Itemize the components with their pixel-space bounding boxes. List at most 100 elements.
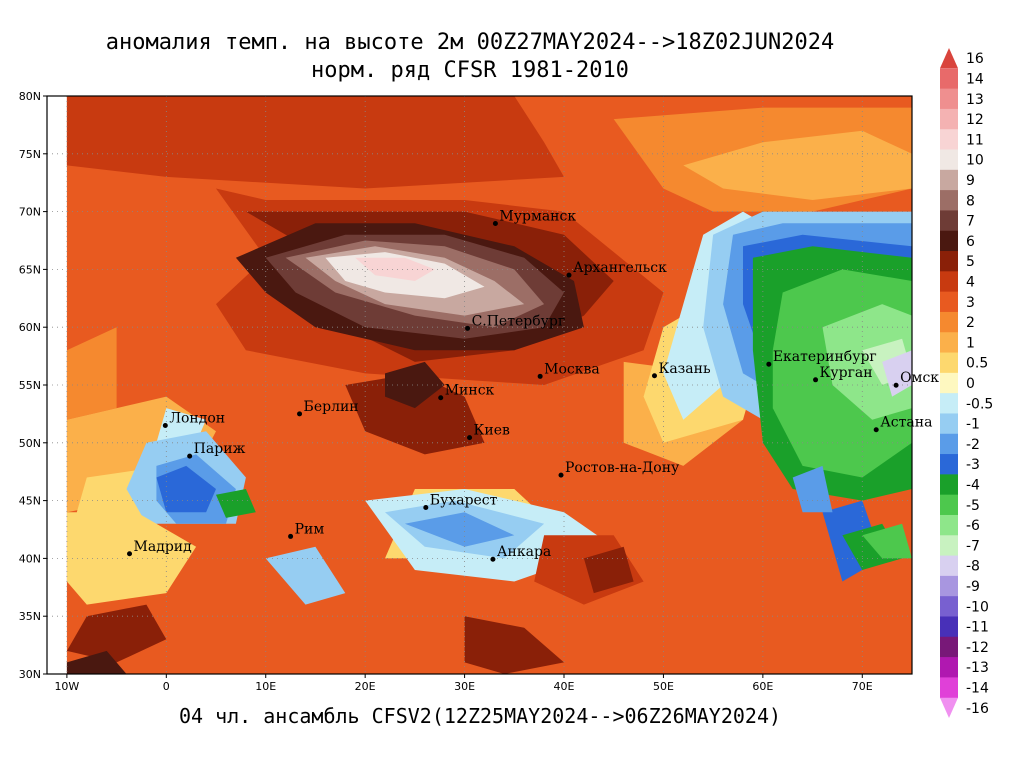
latitude-label: 40N bbox=[19, 552, 41, 565]
colorbar-label: 6 bbox=[966, 234, 975, 250]
axis-ticks bbox=[43, 95, 863, 678]
colorbar-swatch bbox=[940, 68, 958, 90]
anomaly-region bbox=[66, 604, 167, 663]
latitude-label: 50N bbox=[19, 437, 41, 450]
colorbar-swatch bbox=[940, 636, 958, 658]
city-dot bbox=[423, 505, 429, 511]
colorbar-swatch bbox=[940, 190, 958, 211]
colorbar-label: 5 bbox=[966, 254, 975, 270]
city-label: Анкара bbox=[497, 544, 551, 560]
colorbar-label: -7 bbox=[966, 538, 980, 554]
colorbar-label: -10 bbox=[966, 599, 989, 615]
city-dot bbox=[766, 361, 772, 367]
latitude-label: 55N bbox=[19, 379, 41, 392]
anomaly-region bbox=[583, 546, 634, 594]
city-dot bbox=[127, 551, 133, 557]
colorbar-label: 16 bbox=[966, 51, 984, 67]
colorbar-label: -13 bbox=[966, 660, 989, 676]
latitude-labels: 80N 75N 70N 65N 60N 55N 50N 45N 40N 35N 30N bbox=[19, 90, 41, 681]
city-label: Москва bbox=[544, 361, 600, 377]
city-dot bbox=[467, 435, 473, 441]
graticule bbox=[47, 96, 912, 674]
colorbar-label: -8 bbox=[966, 559, 980, 575]
city-label: Астана bbox=[880, 415, 932, 431]
longitude-labels: 10W 0 10E 20E 30E 40E 50E 60E 70E bbox=[54, 680, 872, 693]
colorbar-swatch bbox=[940, 393, 958, 414]
city-dot bbox=[297, 411, 303, 417]
colorbar-swatch bbox=[940, 657, 958, 678]
city-label: Мурманск bbox=[499, 209, 576, 225]
colorbar-arrow-top bbox=[940, 48, 958, 69]
colorbar-swatch bbox=[940, 555, 958, 577]
latitude-label: 80N bbox=[19, 90, 41, 103]
longitude-label: 60E bbox=[752, 680, 773, 693]
colorbar-swatch bbox=[940, 271, 958, 293]
city-label: Берлин bbox=[304, 399, 359, 415]
colorbar-arrow-bottom bbox=[940, 697, 958, 718]
colorbar-label: -6 bbox=[966, 518, 980, 534]
anomaly-region bbox=[345, 373, 485, 455]
colorbar-swatch bbox=[940, 372, 958, 394]
anomaly-region bbox=[862, 523, 912, 559]
colorbar-swatch bbox=[940, 169, 958, 191]
city-label: Мадрид bbox=[134, 539, 193, 555]
anomaly-region bbox=[404, 512, 515, 547]
city-label: Киев bbox=[474, 423, 510, 439]
colorbar-label: -4 bbox=[966, 478, 980, 494]
city-dot bbox=[873, 427, 879, 433]
colorbar-label: 1 bbox=[966, 335, 975, 351]
colorbar-label: -14 bbox=[966, 681, 989, 697]
colorbar-swatch bbox=[940, 88, 958, 110]
colorbar: 16 14 13 12 11 10 9 8 7 6 5 4 3 2 1 0.5 0 -0.5 -1 -2 -3 -4 -5 -… bbox=[940, 48, 993, 718]
ensemble-footer: 04 чл. ансамбль CFSV2(12Z25MAY2024-->06Z… bbox=[178, 704, 782, 728]
city-label: Париж bbox=[194, 441, 246, 457]
colorbar-swatch bbox=[940, 291, 958, 313]
colorbar-label: 0.5 bbox=[966, 356, 988, 372]
city-dot bbox=[438, 395, 444, 401]
colorbar-label: -12 bbox=[966, 640, 989, 656]
colorbar-label: 0 bbox=[966, 376, 975, 392]
city-label: Омск bbox=[900, 370, 939, 386]
city-label: Курган bbox=[820, 365, 873, 381]
city-label: Архангельск bbox=[573, 260, 667, 276]
city-dot bbox=[492, 221, 498, 227]
colorbar-swatch bbox=[940, 230, 958, 252]
city-dot bbox=[537, 373, 543, 379]
city-dot bbox=[465, 325, 471, 331]
city-label: Бухарест bbox=[430, 493, 498, 509]
longitude-label: 0 bbox=[163, 680, 170, 693]
colorbar-label: 3 bbox=[966, 295, 975, 311]
longitude-label: 10E bbox=[255, 680, 276, 693]
colorbar-label: 7 bbox=[966, 214, 975, 230]
anomaly-region bbox=[216, 489, 256, 518]
city-markers: Мурманск Архангельск С.Петербург Москва Каза… bbox=[127, 209, 939, 562]
colorbar-label: -5 bbox=[966, 498, 980, 514]
anomaly-region bbox=[355, 257, 435, 281]
city-label: Минск bbox=[445, 383, 495, 399]
latitude-label: 75N bbox=[19, 148, 41, 161]
colorbar-label: -3 bbox=[966, 457, 980, 473]
anomaly-region bbox=[66, 327, 117, 420]
colorbar-label: 13 bbox=[966, 92, 984, 108]
city-dot bbox=[558, 472, 564, 478]
colorbar-swatch bbox=[940, 494, 958, 516]
colorbar-swatch bbox=[940, 596, 958, 617]
colorbar-label: -0.5 bbox=[966, 396, 993, 412]
longitude-label: 20E bbox=[355, 680, 376, 693]
colorbar-swatch bbox=[940, 474, 958, 496]
anomaly-region bbox=[683, 130, 912, 200]
anomaly-region bbox=[156, 465, 216, 513]
colorbar-swatch bbox=[940, 210, 958, 232]
colorbar-swatch bbox=[940, 352, 958, 374]
city-label: С.Петербург bbox=[472, 313, 566, 329]
anomaly-region bbox=[464, 616, 564, 674]
latitude-label: 65N bbox=[19, 263, 41, 276]
city-label: Ростов-на-Дону bbox=[565, 460, 680, 476]
longitude-label: 10W bbox=[54, 680, 79, 693]
chart-title-line2: норм. ряд CFSR 1981-2010 bbox=[311, 58, 629, 83]
city-dot bbox=[162, 422, 168, 428]
longitude-label: 70E bbox=[852, 680, 873, 693]
latitude-label: 60N bbox=[19, 321, 41, 334]
colorbar-swatch bbox=[940, 677, 958, 699]
